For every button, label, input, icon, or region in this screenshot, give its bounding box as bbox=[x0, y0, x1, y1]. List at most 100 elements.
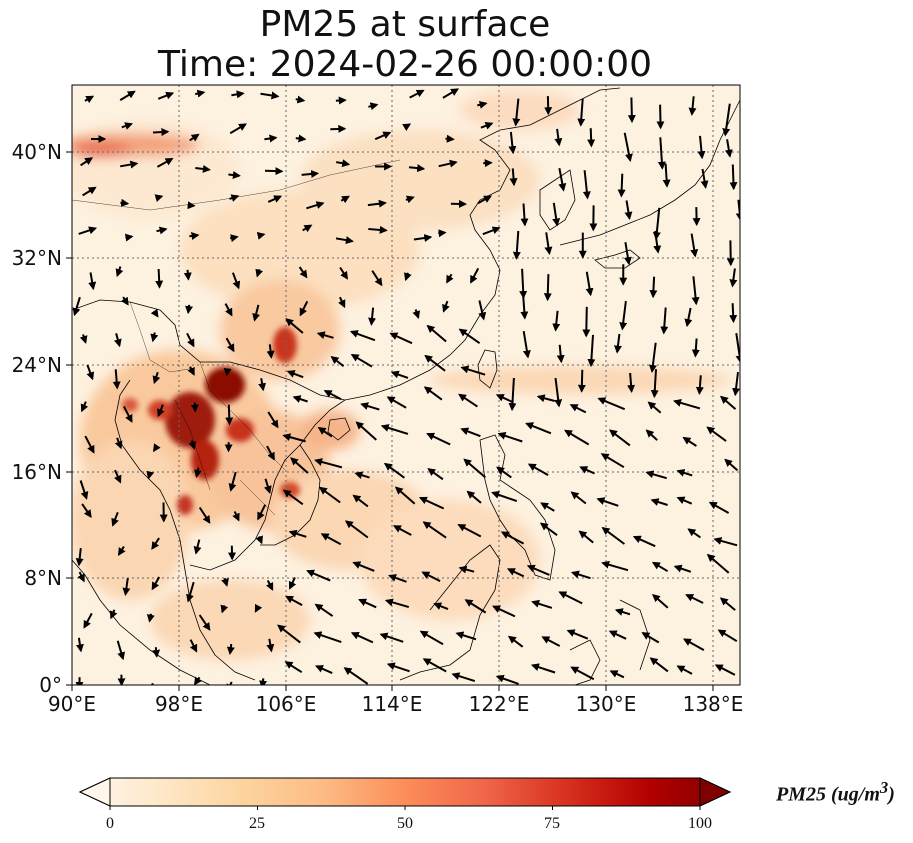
colorbar-max-extend bbox=[699, 777, 732, 807]
lon-label-130e: 130°E bbox=[575, 692, 637, 716]
wind-vectors bbox=[72, 88, 740, 685]
wind-arrow bbox=[79, 334, 88, 344]
wind-arrow bbox=[649, 276, 658, 299]
wind-arrow bbox=[152, 128, 170, 137]
wind-arrow bbox=[478, 300, 487, 321]
wind-arrow bbox=[463, 458, 486, 479]
wind-arrow bbox=[614, 333, 622, 354]
wind-arrow bbox=[349, 330, 376, 342]
wind-arrow bbox=[458, 328, 481, 345]
wind-arrow bbox=[683, 638, 705, 651]
wind-arrow bbox=[320, 533, 342, 546]
wind-arrow bbox=[582, 306, 591, 338]
wind-arrow bbox=[506, 568, 525, 578]
lon-label-138e: 138°E bbox=[682, 692, 744, 716]
wind-arrow bbox=[360, 402, 380, 411]
wind-arrow bbox=[601, 560, 629, 572]
wind-arrow bbox=[724, 458, 739, 472]
wind-arrow bbox=[354, 471, 370, 480]
wind-arrow bbox=[186, 581, 195, 603]
wind-arrow bbox=[295, 134, 307, 143]
wind-arrow bbox=[648, 342, 657, 373]
wind-arrow bbox=[150, 308, 159, 318]
wind-arrow bbox=[339, 266, 348, 280]
wind-arrow bbox=[194, 676, 202, 685]
wind-arrow bbox=[228, 471, 237, 492]
colorbar-tick-100: 100 bbox=[688, 815, 712, 832]
wind-arrow bbox=[229, 234, 239, 243]
wind-arrow bbox=[512, 98, 521, 127]
wind-arrow bbox=[627, 97, 636, 124]
wind-arrow bbox=[121, 122, 134, 130]
wind-arrow bbox=[706, 426, 727, 442]
wind-arrow bbox=[188, 440, 197, 450]
wind-arrow bbox=[314, 458, 343, 469]
wind-arrow bbox=[714, 664, 736, 676]
wind-arrow bbox=[114, 437, 123, 450]
wind-arrow bbox=[657, 137, 666, 170]
wind-arrow bbox=[232, 511, 240, 522]
colorbar-ticks bbox=[109, 806, 701, 810]
wind-arrow bbox=[120, 198, 130, 207]
wind-arrow bbox=[264, 134, 278, 143]
wind-arrow bbox=[80, 401, 89, 413]
wind-arrow bbox=[344, 520, 369, 539]
wind-arrow bbox=[418, 496, 445, 510]
wind-arrow bbox=[358, 598, 377, 609]
wind-arrow bbox=[260, 91, 280, 100]
wind-arrow bbox=[386, 662, 410, 673]
wind-arrow bbox=[84, 435, 95, 454]
wind-arrow bbox=[352, 494, 369, 508]
wind-arrow bbox=[282, 433, 306, 443]
wind-arrow bbox=[195, 164, 211, 173]
wind-arrow bbox=[78, 226, 98, 235]
wind-arrow bbox=[368, 225, 388, 234]
wind-arrow bbox=[509, 168, 518, 187]
wind-arrow bbox=[477, 100, 488, 109]
wind-arrow bbox=[582, 170, 591, 200]
colorbar-bar bbox=[78, 777, 732, 807]
wind-arrow bbox=[619, 300, 628, 331]
wind-arrow bbox=[660, 307, 669, 335]
wind-arrow bbox=[257, 504, 267, 521]
wind-arrow bbox=[111, 511, 119, 527]
wind-arrow bbox=[380, 424, 409, 435]
colorbar-tick-75: 75 bbox=[544, 815, 560, 832]
gridlines bbox=[72, 85, 740, 685]
wind-arrow bbox=[470, 267, 480, 284]
wind-arrow bbox=[394, 486, 416, 505]
wind-arrow bbox=[614, 608, 631, 616]
wind-arrow bbox=[623, 132, 633, 162]
wind-arrow bbox=[438, 229, 447, 238]
wind-arrow bbox=[526, 564, 550, 576]
wind-arrow bbox=[525, 422, 552, 435]
wind-arrow bbox=[265, 579, 274, 591]
wind-arrow bbox=[442, 88, 459, 99]
wind-arrow bbox=[433, 602, 449, 611]
wind-arrow bbox=[577, 98, 586, 127]
wind-arrow bbox=[313, 631, 342, 644]
wind-arrow bbox=[266, 638, 275, 653]
wind-arrow bbox=[695, 375, 704, 395]
wind-arrow bbox=[729, 303, 738, 324]
wind-arrow bbox=[497, 432, 523, 443]
wind-arrow bbox=[460, 365, 486, 376]
wind-arrow bbox=[650, 369, 659, 399]
wind-arrow bbox=[75, 547, 84, 567]
wind-arrow bbox=[384, 598, 410, 609]
pm25-field bbox=[72, 85, 740, 685]
wind-arrow bbox=[290, 457, 309, 474]
wind-arrow bbox=[566, 629, 589, 640]
wind-arrow bbox=[115, 266, 124, 278]
wind-arrow bbox=[259, 678, 268, 685]
wind-arrow bbox=[114, 469, 122, 484]
wind-arrow bbox=[224, 303, 233, 317]
wind-arrow bbox=[368, 102, 379, 111]
wind-arrow bbox=[650, 498, 668, 506]
wind-arrow bbox=[190, 402, 199, 413]
wind-arrow bbox=[585, 271, 594, 297]
wind-arrow bbox=[194, 89, 206, 98]
wind-arrow bbox=[193, 539, 202, 555]
wind-arrow bbox=[340, 195, 350, 204]
